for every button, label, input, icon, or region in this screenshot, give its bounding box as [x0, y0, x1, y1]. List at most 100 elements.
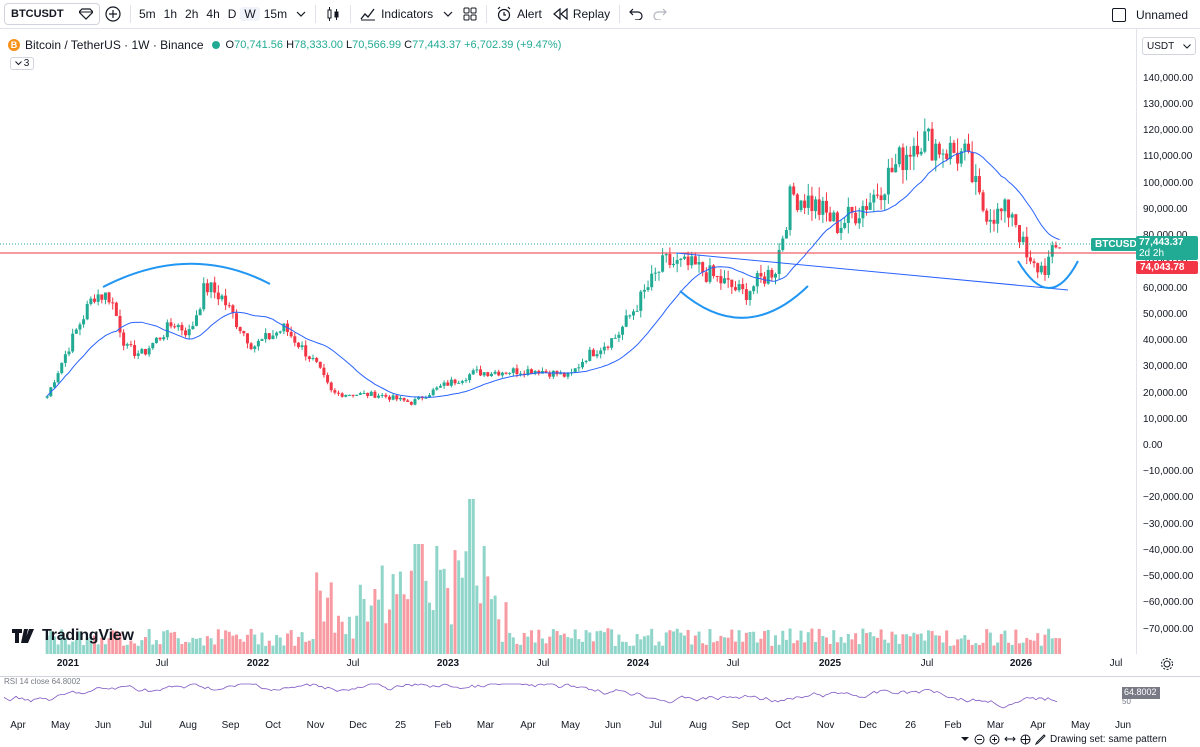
layout-name[interactable]: Unnamed	[1135, 7, 1188, 22]
secondary-axis-label: Jun	[604, 720, 622, 731]
rsi-pane[interactable]	[0, 676, 1200, 718]
volume-bar	[1025, 637, 1029, 654]
chart-type-button[interactable]	[320, 0, 346, 29]
volume-bar	[173, 631, 177, 654]
volume-bar	[941, 642, 945, 654]
volume-bar	[500, 641, 504, 654]
settings-gear-icon[interactable]	[1160, 657, 1174, 671]
interval-d[interactable]: D	[227, 7, 237, 21]
volume-bar	[701, 643, 705, 654]
crosshair-icon[interactable]	[1020, 734, 1031, 745]
candle-body	[843, 222, 847, 228]
interval-w[interactable]: W	[240, 7, 260, 21]
replay-button[interactable]: Replay	[547, 0, 615, 29]
volume-bar	[238, 639, 242, 654]
volume-bar	[118, 632, 122, 654]
zoom-out-icon[interactable]	[974, 734, 985, 745]
layout-checkbox[interactable]	[1111, 7, 1126, 22]
volume-bar	[591, 641, 595, 654]
undo-button[interactable]	[624, 0, 648, 29]
redo-button[interactable]	[648, 0, 672, 29]
arc-drawing-bottom-2026[interactable]	[1017, 260, 1079, 289]
candle-body	[661, 255, 665, 272]
candle-body	[835, 212, 839, 233]
volume-bar	[191, 637, 195, 654]
volume-bar	[963, 635, 967, 654]
time-axis-label: 2025	[818, 658, 842, 669]
candle-body	[315, 358, 319, 362]
volume-bar	[468, 499, 472, 654]
volume-bar	[1010, 644, 1014, 654]
volume-bar	[766, 629, 770, 654]
volume-bar	[595, 631, 599, 654]
volume-bar	[730, 629, 734, 654]
volume-bar	[136, 645, 140, 654]
candle-body	[158, 337, 162, 340]
volume-bar	[817, 628, 821, 654]
interval-1h[interactable]: 1h	[163, 7, 178, 21]
candle-body	[781, 238, 785, 251]
price-axis[interactable]	[1136, 29, 1200, 654]
indicator-collapse-button[interactable]: 3	[10, 57, 34, 70]
time-axis-label: Jul	[726, 658, 740, 669]
volume-bar	[828, 644, 832, 654]
arc-drawing-top-2021[interactable]	[102, 262, 271, 288]
candle-body	[78, 324, 82, 330]
secondary-axis-label: Nov	[306, 720, 325, 731]
volume-bar	[526, 636, 530, 654]
alert-button[interactable]: Alert	[491, 0, 547, 29]
compare-button[interactable]	[100, 0, 126, 29]
volume-bar	[296, 636, 300, 654]
volume-bar	[344, 634, 348, 654]
symbol-title[interactable]: Bitcoin / TetherUS · 1W · Binance	[25, 38, 204, 52]
volume-bar	[588, 632, 592, 654]
volume-bar	[471, 499, 475, 654]
volume-bar	[337, 615, 340, 654]
pencil-icon[interactable]	[1035, 733, 1046, 745]
volume-bar	[67, 644, 71, 654]
volume-bar	[613, 645, 617, 654]
arc-drawing-bottom-2024[interactable]	[679, 285, 809, 319]
candle-body	[701, 262, 705, 273]
indicators-dropdown[interactable]	[438, 0, 458, 29]
trendline-drawing[interactable]	[675, 252, 1069, 291]
volume-bar	[318, 590, 322, 654]
candle-body	[712, 265, 716, 276]
currency-selector[interactable]: USDT	[1142, 37, 1196, 55]
layout-name-area: Unnamed	[1111, 0, 1188, 29]
candle-body	[803, 200, 807, 208]
candle-body	[832, 212, 836, 222]
candle-body	[380, 394, 384, 396]
candle-body	[329, 382, 333, 391]
bitcoin-icon: B	[8, 39, 20, 51]
interval-dropdown[interactable]	[291, 0, 311, 29]
interval-5m[interactable]: 5m	[139, 7, 156, 21]
candle-body	[926, 128, 930, 132]
layouts-button[interactable]	[458, 0, 482, 29]
candle-body	[588, 349, 592, 361]
volume-bar	[686, 629, 690, 654]
volume-bar	[919, 633, 923, 654]
secondary-axis-label: Feb	[944, 720, 962, 731]
candle-body	[173, 326, 177, 328]
volume-bar	[890, 631, 894, 654]
volume-bar	[679, 632, 683, 654]
zoom-in-icon[interactable]	[989, 734, 1000, 745]
candle-body	[726, 278, 730, 280]
volume-bar	[329, 582, 333, 654]
interval-4h[interactable]: 4h	[206, 7, 220, 21]
candle-body	[1003, 199, 1007, 212]
symbol-search-button[interactable]: BTCUSDT	[4, 3, 100, 25]
price-chart[interactable]	[0, 29, 1136, 654]
interval-15m[interactable]: 15m	[263, 7, 288, 21]
candle-body	[959, 151, 963, 164]
volume-bar	[741, 641, 745, 654]
move-horizontal-icon[interactable]	[1004, 734, 1016, 744]
price-axis-label: 90,000.00	[1143, 203, 1188, 215]
indicators-button[interactable]: Indicators	[355, 0, 438, 29]
candle-body	[792, 186, 796, 195]
dropdown-triangle-icon[interactable]	[960, 734, 970, 744]
candle-body	[500, 372, 504, 376]
volume-bar	[570, 638, 574, 654]
interval-2h[interactable]: 2h	[185, 7, 199, 21]
